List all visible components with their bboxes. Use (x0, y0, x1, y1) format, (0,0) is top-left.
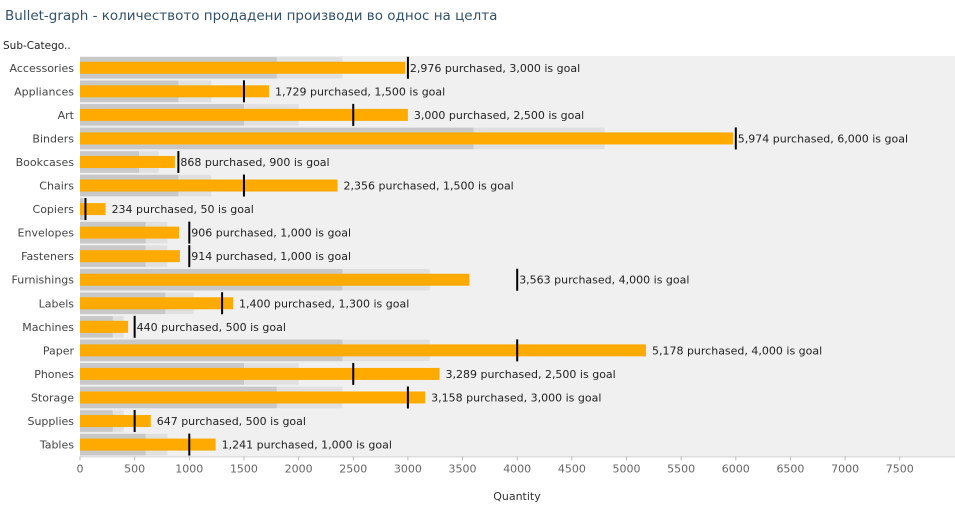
chart-title: Bullet-graph - количеството продадени пр… (5, 8, 498, 24)
x-tick-label: 0 (77, 462, 84, 475)
x-tick-label: 1500 (230, 462, 258, 475)
x-tick-label: 3000 (394, 462, 422, 475)
value-bar (80, 203, 106, 216)
data-label: 1,729 purchased, 1,500 is goal (275, 85, 445, 98)
category-label[interactable]: Copiers (33, 203, 75, 216)
data-label: 234 purchased, 50 is goal (112, 203, 254, 216)
data-label: 868 purchased, 900 is goal (180, 156, 329, 169)
value-bar (80, 132, 733, 145)
data-label: 3,158 purchased, 3,000 is goal (431, 391, 601, 404)
value-bar (80, 367, 440, 380)
category-label[interactable]: Envelopes (18, 227, 75, 240)
x-tick-label: 1000 (175, 462, 203, 475)
x-tick-label: 5500 (667, 462, 695, 475)
value-bar (80, 273, 470, 286)
category-label[interactable]: Furnishings (12, 274, 75, 287)
data-label: 5,974 purchased, 6,000 is goal (738, 132, 908, 145)
value-bar (80, 391, 426, 404)
value-bar (80, 438, 216, 451)
value-bar (80, 415, 151, 428)
category-label[interactable]: Tables (39, 439, 74, 452)
x-tick-label: 3500 (449, 462, 477, 475)
value-bar (80, 320, 129, 333)
x-tick-label: 2000 (285, 462, 313, 475)
x-tick-label: 4500 (558, 462, 586, 475)
x-tick-label: 7000 (831, 462, 859, 475)
category-label[interactable]: Accessories (10, 62, 75, 75)
value-bar (80, 108, 408, 121)
x-tick-label: 2500 (339, 462, 367, 475)
category-label[interactable]: Labels (39, 297, 75, 310)
value-bar (80, 179, 338, 192)
x-tick-label: 7500 (886, 462, 914, 475)
x-tick-label: 6500 (776, 462, 804, 475)
data-label: 5,178 purchased, 4,000 is goal (652, 344, 822, 357)
x-tick-label: 4000 (503, 462, 531, 475)
data-label: 3,000 purchased, 2,500 is goal (414, 109, 584, 122)
value-bar (80, 297, 234, 310)
category-label[interactable]: Machines (22, 321, 74, 334)
category-label[interactable]: Fasteners (21, 250, 74, 263)
data-label: 2,356 purchased, 1,500 is goal (344, 180, 514, 193)
value-bar (80, 85, 269, 98)
value-bar (80, 155, 175, 168)
data-label: 2,976 purchased, 3,000 is goal (410, 62, 580, 75)
category-label[interactable]: Supplies (27, 415, 74, 428)
data-label: 647 purchased, 500 is goal (157, 415, 306, 428)
category-label[interactable]: Appliances (14, 85, 74, 98)
x-tick-label: 500 (124, 462, 145, 475)
sub-category-header[interactable]: Sub-Catego.. (3, 40, 71, 52)
category-label[interactable]: Paper (43, 344, 75, 357)
category-label[interactable]: Art (58, 109, 75, 122)
data-label: 914 purchased, 1,000 is goal (191, 250, 351, 263)
data-label: 3,289 purchased, 2,500 is goal (445, 368, 615, 381)
x-tick-label: 6000 (722, 462, 750, 475)
value-bar (80, 61, 406, 74)
value-bar (80, 226, 180, 239)
data-label: 440 purchased, 500 is goal (137, 321, 286, 334)
x-axis-title: Quantity (493, 490, 541, 503)
category-label[interactable]: Bookcases (16, 156, 75, 169)
data-label: 1,241 purchased, 1,000 is goal (222, 439, 392, 452)
x-tick-label: 5000 (613, 462, 641, 475)
category-label[interactable]: Chairs (39, 180, 74, 193)
data-label: 1,400 purchased, 1,300 is goal (239, 297, 409, 310)
data-label: 906 purchased, 1,000 is goal (191, 227, 351, 240)
category-label[interactable]: Binders (32, 132, 74, 145)
value-bar (80, 344, 646, 357)
category-label[interactable]: Storage (31, 391, 74, 404)
category-label[interactable]: Phones (34, 368, 74, 381)
data-label: 3,563 purchased, 4,000 is goal (519, 274, 689, 287)
value-bar (80, 250, 180, 263)
